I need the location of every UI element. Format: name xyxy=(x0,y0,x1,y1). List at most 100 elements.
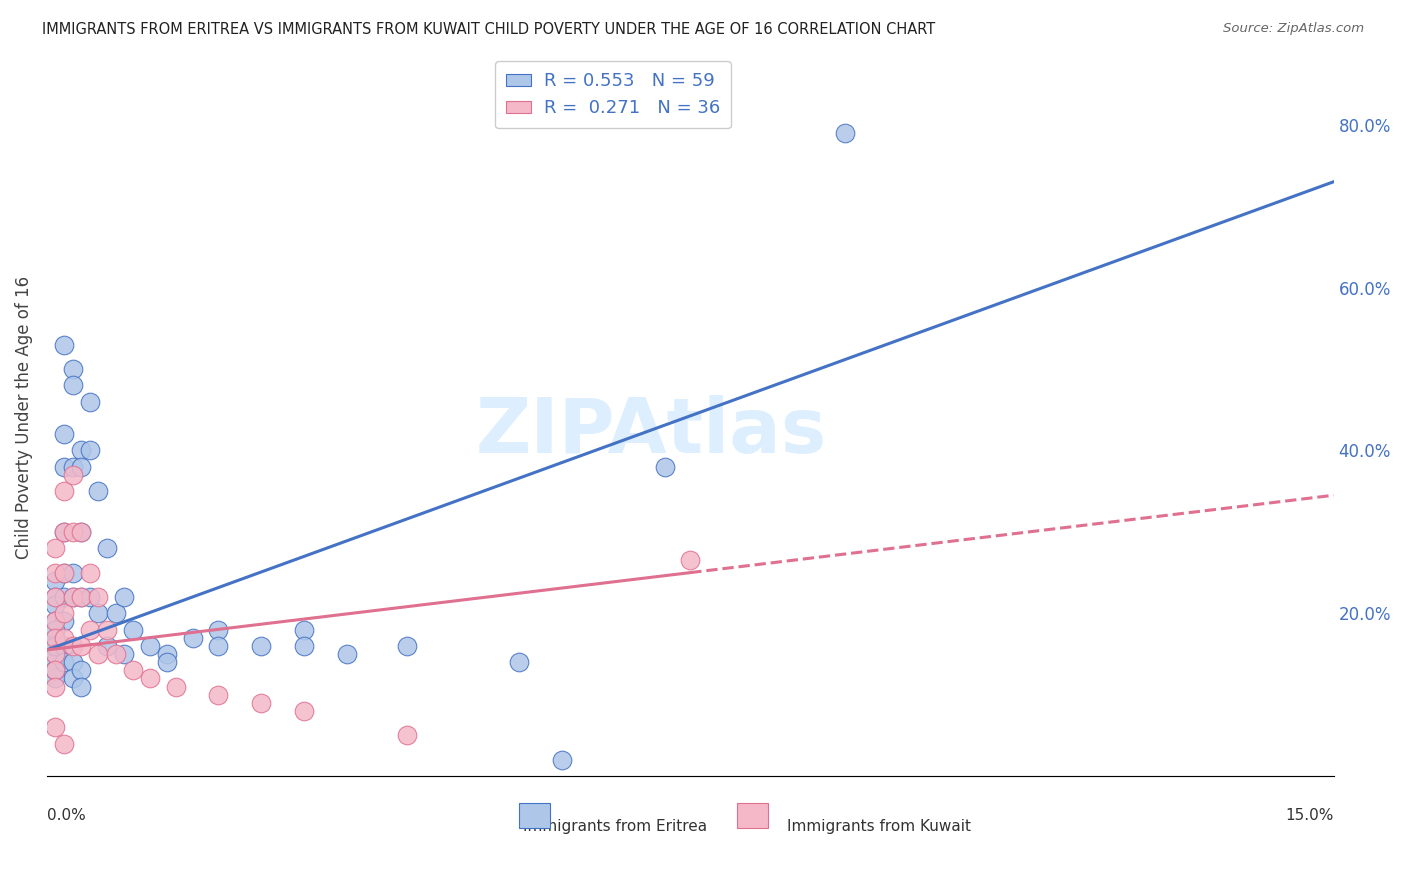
Point xyxy=(53,655,76,669)
Point xyxy=(44,623,66,637)
Point xyxy=(96,541,118,556)
Point xyxy=(53,615,76,629)
Point xyxy=(62,566,84,580)
Point xyxy=(70,443,93,458)
Point xyxy=(396,639,419,653)
Point xyxy=(44,631,66,645)
Point xyxy=(70,639,93,653)
Point xyxy=(834,126,856,140)
Point xyxy=(44,663,66,677)
Point xyxy=(292,623,315,637)
Point xyxy=(121,663,143,677)
Point xyxy=(70,663,93,677)
Point xyxy=(336,647,359,661)
Point xyxy=(70,524,93,539)
Point xyxy=(62,362,84,376)
Point xyxy=(44,639,66,653)
Point xyxy=(62,590,84,604)
Point xyxy=(508,655,530,669)
Point xyxy=(121,623,143,637)
Point xyxy=(53,427,76,442)
Point xyxy=(44,663,66,677)
Point xyxy=(62,672,84,686)
Point xyxy=(70,590,93,604)
Point xyxy=(53,337,76,351)
Text: Source: ZipAtlas.com: Source: ZipAtlas.com xyxy=(1223,22,1364,36)
Point xyxy=(44,615,66,629)
Point xyxy=(112,647,135,661)
Point xyxy=(156,647,179,661)
Point xyxy=(44,720,66,734)
Point xyxy=(70,524,93,539)
Point xyxy=(44,590,66,604)
Point xyxy=(396,729,419,743)
Point xyxy=(44,647,66,661)
Point xyxy=(87,647,110,661)
Point xyxy=(44,647,66,661)
Point xyxy=(70,590,93,604)
Point xyxy=(44,631,66,645)
Point xyxy=(679,553,702,567)
Point xyxy=(62,524,84,539)
Point xyxy=(112,590,135,604)
Point xyxy=(139,672,162,686)
Point xyxy=(79,590,101,604)
Point xyxy=(79,394,101,409)
Point xyxy=(96,623,118,637)
Point xyxy=(104,647,127,661)
Point xyxy=(165,680,187,694)
Point xyxy=(250,639,273,653)
Point xyxy=(44,680,66,694)
Point xyxy=(62,590,84,604)
Point xyxy=(139,639,162,653)
Point xyxy=(53,459,76,474)
Text: Immigrants from Eritrea: Immigrants from Eritrea xyxy=(523,819,707,834)
Point xyxy=(250,696,273,710)
Point xyxy=(53,566,76,580)
Point xyxy=(53,524,76,539)
Text: Immigrants from Kuwait: Immigrants from Kuwait xyxy=(787,819,970,834)
Point xyxy=(207,688,229,702)
Point xyxy=(292,704,315,718)
Point xyxy=(44,541,66,556)
Point xyxy=(87,484,110,499)
Point xyxy=(70,459,93,474)
Point xyxy=(44,663,66,677)
Point xyxy=(44,615,66,629)
Point xyxy=(44,590,66,604)
Point xyxy=(44,574,66,588)
Point xyxy=(44,598,66,612)
Point xyxy=(53,524,76,539)
Point xyxy=(62,639,84,653)
Point xyxy=(104,607,127,621)
Point xyxy=(181,631,204,645)
Point xyxy=(53,566,76,580)
Point xyxy=(87,590,110,604)
Point xyxy=(62,655,84,669)
Point xyxy=(53,639,76,653)
Point xyxy=(70,680,93,694)
Point xyxy=(44,672,66,686)
Point xyxy=(156,655,179,669)
Point xyxy=(79,566,101,580)
Point xyxy=(292,639,315,653)
Point xyxy=(53,484,76,499)
Legend: R = 0.553   N = 59, R =  0.271   N = 36: R = 0.553 N = 59, R = 0.271 N = 36 xyxy=(495,62,731,128)
Point xyxy=(79,443,101,458)
Point xyxy=(53,590,76,604)
Point xyxy=(44,655,66,669)
Text: 0.0%: 0.0% xyxy=(46,808,86,823)
Point xyxy=(550,753,572,767)
Point xyxy=(87,607,110,621)
Point xyxy=(79,623,101,637)
Point xyxy=(53,631,76,645)
Point xyxy=(207,639,229,653)
Point xyxy=(53,607,76,621)
Point xyxy=(654,459,676,474)
Point xyxy=(53,737,76,751)
Point xyxy=(62,467,84,482)
Point xyxy=(96,639,118,653)
Point xyxy=(44,566,66,580)
Text: ZIPAtlas: ZIPAtlas xyxy=(477,395,827,469)
Text: 15.0%: 15.0% xyxy=(1285,808,1334,823)
